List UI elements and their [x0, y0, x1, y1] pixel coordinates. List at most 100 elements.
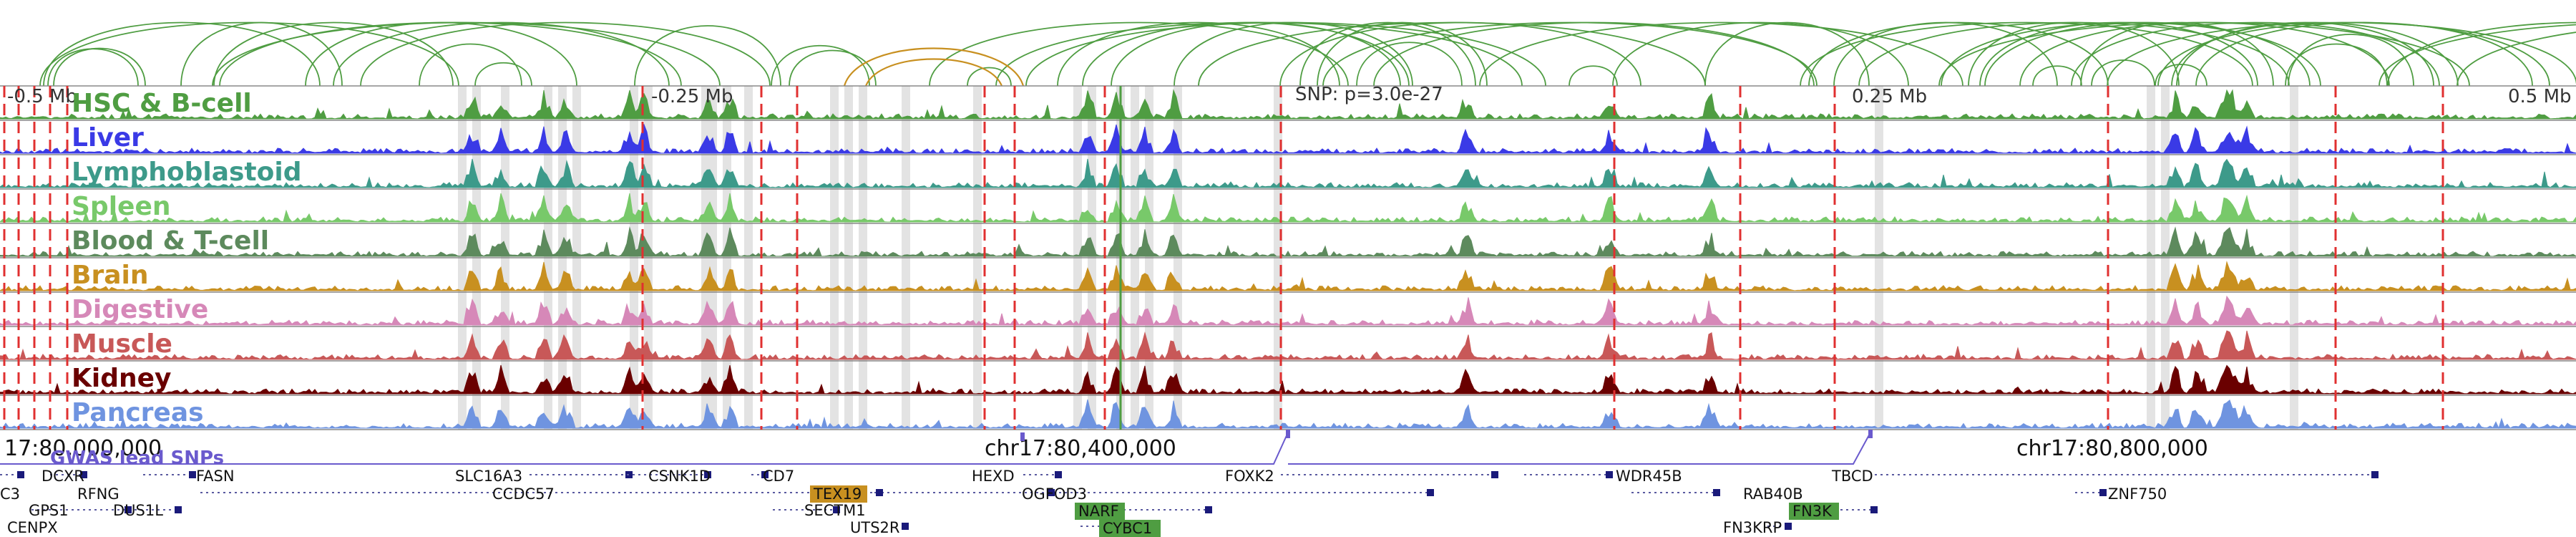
gene-label: WDR45B	[1616, 468, 1682, 485]
gene-exon	[902, 523, 909, 530]
loop-arc	[474, 62, 532, 87]
gene-exon	[1048, 489, 1055, 496]
loop-arc	[43, 21, 321, 87]
signal-track	[0, 188, 2576, 223]
loop-arc	[2195, 21, 2533, 87]
loop-arc	[1317, 21, 1488, 87]
loop-arc	[1612, 21, 1909, 87]
gene-exon	[1870, 506, 1878, 513]
gene-label: CENPX	[7, 519, 58, 536]
signal-area	[0, 158, 2576, 189]
gene-label-highlight: CYBC1	[1103, 520, 1152, 537]
signal-track	[0, 291, 2576, 326]
gene-label: RFNG	[77, 485, 119, 503]
signal-track	[0, 223, 2576, 257]
loop-arc	[1704, 21, 1870, 87]
scale-label: -0.5 Mb	[7, 86, 77, 107]
coordinate-label: chr17:80,800,000	[2016, 436, 2208, 461]
track-label: Lymphoblastoid	[72, 158, 302, 187]
gene-label: DCXR	[42, 468, 84, 485]
loop-arc	[1479, 21, 1963, 87]
gene-label: DUS1L	[113, 502, 163, 519]
gene-exon	[2099, 489, 2107, 496]
loop-arc	[843, 47, 1025, 87]
track-label: Kidney	[72, 364, 172, 393]
gene-exon	[2371, 471, 2379, 478]
loop-arc	[1299, 21, 1476, 87]
track-label: Muscle	[72, 329, 172, 359]
loop-arc	[213, 21, 454, 87]
loop-arc	[2171, 21, 2459, 87]
gene-label: C3	[0, 485, 20, 503]
loop-arc	[53, 47, 146, 87]
loop-arc	[2155, 64, 2207, 87]
gene-highlight	[1075, 503, 1125, 520]
loop-arc	[39, 21, 459, 87]
loop-arc	[1111, 21, 1401, 87]
loop-arc	[789, 49, 877, 87]
gene-label-highlight: FN3K	[1792, 503, 1833, 520]
snp-pvalue-label: SNP: p=3.0e-27	[1295, 84, 1443, 105]
track-label: Blood & T-cell	[72, 226, 269, 256]
signal-track	[0, 120, 2576, 154]
loop-arc	[864, 58, 1003, 87]
gene-highlight	[1789, 503, 1839, 520]
gene-label: FN3KRP	[1723, 519, 1782, 536]
gene-exon	[175, 506, 182, 513]
coordinate-label: 17:80,000,000	[4, 436, 162, 461]
gene-exon	[704, 471, 711, 478]
loop-arc	[2457, 32, 2576, 87]
track-label: Liver	[72, 123, 144, 153]
gene-label: SLC16A3	[455, 468, 522, 485]
loop-arc	[2285, 43, 2388, 87]
gene-exon	[876, 489, 883, 496]
loop-arc	[219, 21, 682, 87]
loop-arc	[634, 25, 781, 87]
gene-label: RAB40B	[1743, 485, 1803, 503]
gene-exon	[1055, 471, 1062, 478]
loop-arc	[305, 21, 577, 87]
gene-highlight	[810, 485, 867, 503]
signal-area	[0, 261, 2576, 291]
gene-exon	[833, 506, 840, 513]
loop-arc	[1356, 42, 1463, 87]
signal-area	[0, 330, 2576, 360]
loop-arc	[2032, 65, 2082, 87]
gene-exon	[761, 471, 769, 478]
gene-label: GPS1	[29, 502, 69, 519]
loop-arc	[2288, 34, 2414, 87]
loop-arc	[1984, 21, 2311, 87]
loop-arc	[1941, 21, 2321, 87]
gwas-track-label: GWAS lead SNPs	[50, 448, 224, 469]
gene-exon	[80, 471, 87, 478]
gene-label-highlight: TEX19	[813, 485, 862, 503]
signal-area	[0, 295, 2576, 326]
gene-exon	[1491, 471, 1498, 478]
track-label: HSC & B-cell	[72, 89, 252, 118]
gene-exon	[1785, 523, 1792, 530]
loop-arc	[333, 21, 670, 87]
signal-track	[0, 154, 2576, 189]
gene-label: TBCD	[1831, 468, 1873, 485]
gene-annotation-track	[0, 471, 2379, 530]
gene-labels: C3 DCXR FASN RFNG GPS1 DUS1L CENPX SLC16…	[0, 468, 2167, 537]
loop-arc	[2019, 21, 2390, 87]
gene-label: CD7	[763, 468, 794, 485]
loop-arc	[1174, 21, 1413, 87]
loop-arc	[2091, 59, 2155, 87]
gene-exon	[189, 471, 196, 478]
loop-arc	[360, 21, 771, 87]
gene-exon	[17, 471, 24, 478]
gene-exon	[1205, 506, 1212, 513]
signal-track	[0, 85, 2576, 120]
scale-label: 0.5 Mb	[2508, 86, 2572, 107]
gene-label: CCDC57	[492, 485, 555, 503]
gene-exon	[1606, 471, 1613, 478]
loop-arc	[1858, 21, 2290, 87]
loop-arc	[180, 21, 343, 87]
loop-arc	[967, 67, 1012, 87]
chromatin-loop-arcs	[39, 21, 2576, 87]
signal-area	[0, 364, 2576, 395]
gene-label: SECTM1	[804, 502, 866, 519]
